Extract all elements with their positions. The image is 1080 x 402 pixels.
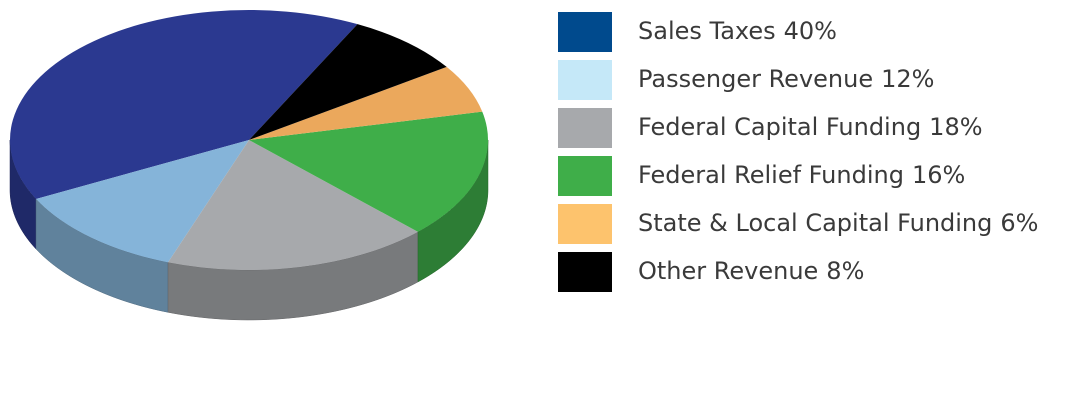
legend-category: Passenger Revenue — [638, 65, 873, 93]
pie-slice — [249, 24, 447, 140]
pie-slice — [249, 111, 488, 232]
legend-category: Federal Relief Funding — [638, 161, 904, 189]
legend-value: 18% — [929, 113, 982, 141]
legend-value: 6% — [1000, 209, 1038, 237]
legend-category: Federal Capital Funding — [638, 113, 921, 141]
pie-slice — [168, 140, 418, 270]
legend-swatch — [558, 108, 612, 148]
legend-swatch — [558, 12, 612, 52]
legend-value: 40% — [784, 17, 837, 45]
legend-category: State & Local Capital Funding — [638, 209, 992, 237]
legend-category: Other Revenue — [638, 257, 818, 285]
legend-value: 16% — [912, 161, 965, 189]
pie-tops — [10, 10, 488, 270]
pie-sides — [9, 139, 489, 321]
legend-swatch — [558, 156, 612, 196]
pie-slice — [249, 66, 483, 140]
legend-label: Federal Capital Funding 18% — [638, 113, 983, 141]
pie-slice — [36, 140, 250, 263]
legend-category: Sales Taxes — [638, 17, 776, 45]
legend-label: Sales Taxes 40% — [638, 17, 837, 45]
legend-value: 8% — [826, 257, 864, 285]
legend-swatch — [558, 60, 612, 100]
legend-label: State & Local Capital Funding 6% — [638, 209, 1038, 237]
legend-label: Other Revenue 8% — [638, 257, 864, 285]
legend-label: Federal Relief Funding 16% — [638, 161, 965, 189]
legend-swatch — [558, 252, 612, 292]
legend-swatch — [558, 204, 612, 244]
pie-slice — [10, 10, 358, 200]
legend-label: Passenger Revenue 12% — [638, 65, 934, 93]
legend-value: 12% — [881, 65, 934, 93]
